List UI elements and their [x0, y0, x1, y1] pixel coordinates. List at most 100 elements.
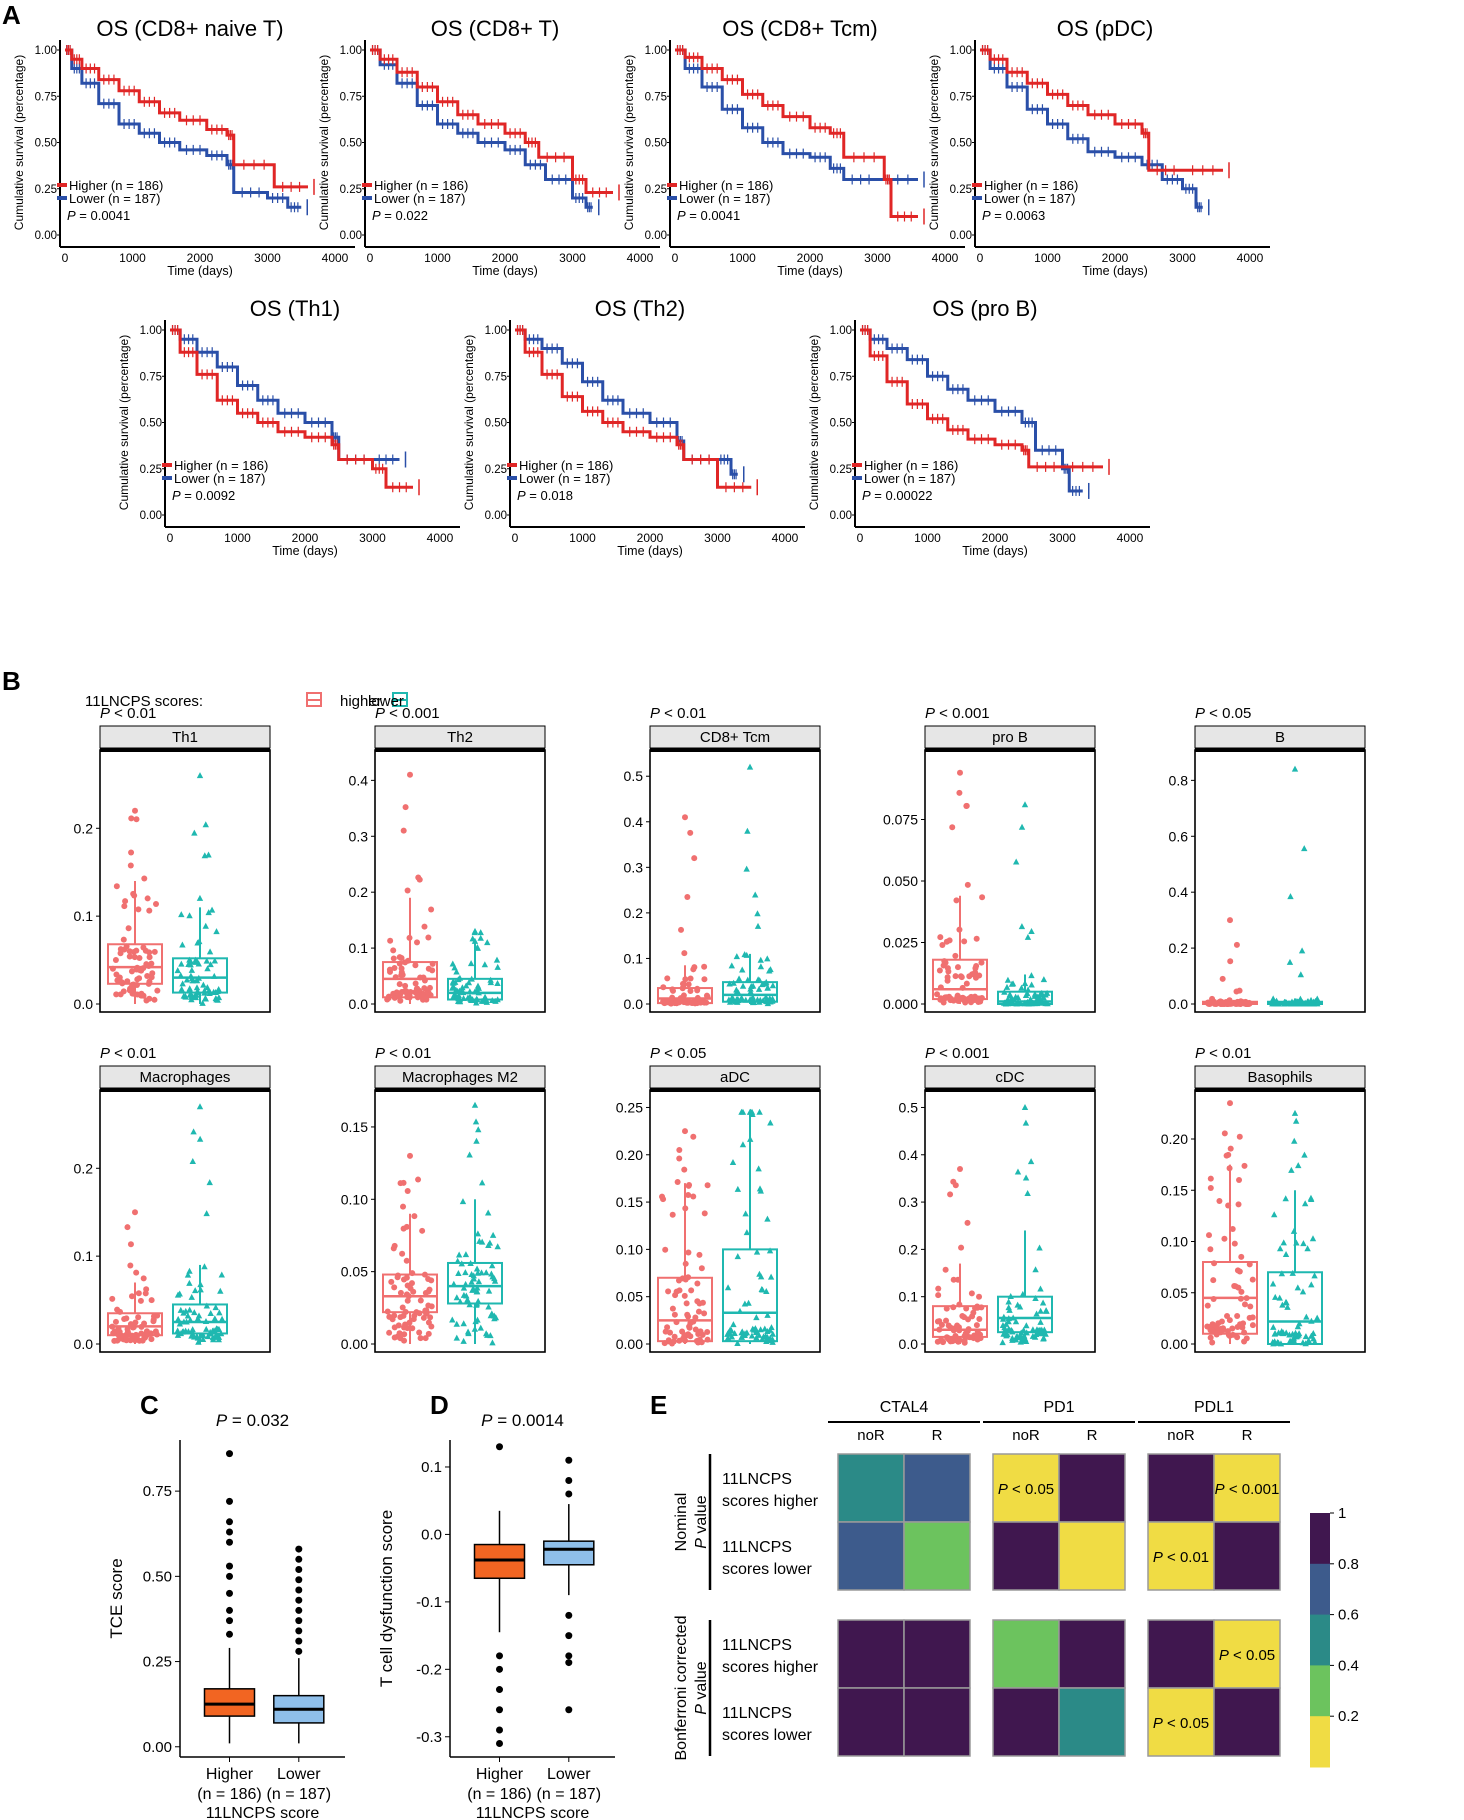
x-tick-label: 0 — [367, 251, 374, 265]
lower-point — [1006, 1306, 1013, 1313]
lower-point — [1271, 1211, 1278, 1218]
higher-point — [935, 1292, 942, 1299]
lower-curve — [980, 48, 1203, 209]
higher-point — [976, 972, 983, 979]
higher-point — [1209, 1327, 1216, 1334]
lower-point — [769, 1330, 777, 1337]
lower-point — [1309, 1235, 1317, 1242]
km-plot: OS (CD8+ Tcm) 0.00 0.25 0.50 0.75 1.00 0 1000 20… — [622, 16, 965, 278]
y-tick-label: 1.00 — [485, 325, 507, 337]
km-plot: OS (pDC) 0.00 0.25 0.50 0.75 1.00 0 1000 2000 300… — [927, 16, 1270, 278]
higher-point — [959, 1312, 966, 1319]
lower-outlier — [1018, 823, 1026, 830]
higher-outlier — [128, 849, 135, 856]
lower-point — [194, 1315, 202, 1322]
legend-higher-label: Higher (n = 186) — [864, 458, 958, 473]
higher-point — [701, 976, 708, 983]
higher-point — [399, 1304, 406, 1311]
higher-point — [386, 1329, 393, 1336]
higher-point — [701, 1310, 708, 1317]
lower-point — [202, 995, 209, 1002]
lower-point — [187, 957, 194, 964]
colorbar-segment — [1310, 1665, 1330, 1717]
higher-point — [399, 971, 406, 978]
y-tick-label: 0.1 — [74, 1248, 94, 1264]
legend-lower-label: Lower (n = 187) — [519, 471, 610, 486]
higher-point — [704, 1329, 711, 1336]
y-tick-label: 0.1 — [74, 908, 94, 924]
higher-point — [402, 982, 409, 989]
lower-point — [738, 1333, 745, 1340]
lower-point — [1000, 1330, 1007, 1337]
lower-point — [203, 1325, 210, 1332]
higher-point — [420, 1314, 427, 1321]
y-tick-label: 0.50 — [485, 418, 507, 430]
higher-point — [670, 987, 677, 994]
p-value-text: = 0.0041 — [686, 208, 741, 223]
y-tick-label: 1.00 — [35, 45, 57, 57]
y-tick-label: 0.00 — [340, 230, 362, 242]
p-value-text: = 0.0041 — [76, 208, 131, 223]
y-tick-label: 0.0 — [899, 1336, 919, 1352]
lower-max-point — [746, 763, 754, 770]
higher-outlier — [958, 1244, 965, 1251]
higher-point — [662, 1246, 669, 1253]
cell-label: P < 0.05 — [1153, 1715, 1209, 1732]
higher-point — [403, 1274, 410, 1281]
higher-point — [1217, 1326, 1224, 1333]
panel-label-A: A — [2, 0, 21, 30]
lower-point — [1029, 1326, 1037, 1333]
higher-point — [396, 981, 403, 988]
row-label-line2: scores higher — [722, 1493, 819, 1510]
higher-point — [135, 906, 142, 913]
lower-outlier — [1292, 1117, 1300, 1124]
km-title: OS (Th1) — [250, 296, 340, 321]
heatmap-cell — [1058, 1521, 1126, 1591]
lower-max-point — [746, 1108, 754, 1115]
lower-box — [1267, 1271, 1323, 1345]
lower-point — [731, 1329, 738, 1336]
lower-point — [1304, 1245, 1311, 1252]
x-tick-label: 2000 — [492, 251, 519, 265]
lower-outlier — [196, 1135, 204, 1142]
x-tick-label: 4000 — [1117, 531, 1144, 545]
higher-outlier — [400, 1203, 407, 1210]
higher-curve — [370, 48, 613, 194]
higher-outlier — [404, 887, 411, 894]
lower-point — [459, 1198, 467, 1205]
outlier — [226, 1497, 233, 1505]
colorbar-tick-label: 0.4 — [1338, 1657, 1359, 1674]
lower-point — [1275, 1329, 1282, 1336]
heatmap-cell — [903, 1521, 971, 1591]
higher-curve — [675, 48, 918, 218]
x-tick-n: (n = 186) — [467, 1786, 531, 1803]
higher-outlier — [1233, 988, 1240, 995]
higher-point — [148, 974, 155, 981]
higher-point — [397, 1314, 404, 1321]
y-tick-label: 0.2 — [624, 905, 644, 921]
cell-label: P < 0.01 — [1153, 1549, 1209, 1566]
legend-higher-swatch — [362, 183, 372, 187]
y-tick-label: 0.75 — [340, 91, 362, 103]
lower-point — [180, 992, 188, 999]
higher-point — [387, 937, 394, 944]
higher-point — [112, 957, 119, 964]
lower-point — [188, 1293, 195, 1300]
p-value-text: value — [693, 1495, 710, 1538]
lower-curve — [170, 328, 400, 461]
heatmap-cell — [1213, 1687, 1281, 1757]
y-tick-label: 0.0 — [74, 996, 94, 1012]
y-tick-label: 0.5 — [899, 1099, 919, 1115]
outlier — [226, 1589, 233, 1597]
lower-point — [728, 962, 735, 969]
higher-point — [117, 950, 124, 957]
km-title: OS (pDC) — [1057, 16, 1154, 41]
x-tick-label: 1000 — [729, 251, 756, 265]
p-value-text: < 0.01 — [385, 1045, 431, 1062]
box-plot: P < 0.001 cDC 0.0 0.1 0.2 0.3 0.4 0.5 — [899, 1045, 1096, 1353]
heatmap-cell — [903, 1687, 971, 1757]
p-symbol: P — [100, 1045, 110, 1062]
higher-point — [421, 923, 428, 930]
lower-point — [470, 1272, 477, 1279]
